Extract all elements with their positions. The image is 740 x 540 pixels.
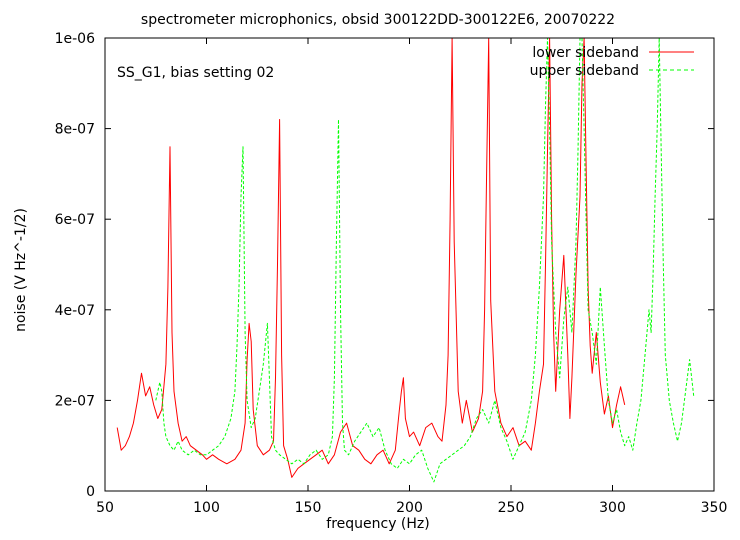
- y-tick-label: 6e-07: [55, 212, 95, 228]
- y-tick-label: 4e-07: [55, 303, 95, 319]
- y-tick-label: 2e-07: [55, 393, 95, 409]
- x-axis: 50 100 150 200 250 300 350: [96, 38, 727, 516]
- x-tick-label: 200: [396, 500, 423, 516]
- x-tick-label: 300: [599, 500, 626, 516]
- x-tick-label: 50: [96, 500, 114, 516]
- x-tick-label: 350: [701, 500, 728, 516]
- series-line-upper-sideband: [155, 37, 695, 483]
- legend-label-upper-sideband: upper sideband: [530, 63, 639, 79]
- plot-annotation: SS_G1, bias setting 02: [117, 65, 274, 81]
- legend-label-lower-sideband: lower sideband: [532, 45, 639, 61]
- y-axis-label: noise (V Hz^-1/2): [13, 208, 29, 332]
- legend: lower sideband upper sideband: [530, 45, 694, 79]
- x-tick-label: 150: [295, 500, 322, 516]
- x-tick-label: 250: [498, 500, 525, 516]
- series-line-lower-sideband: [116, 37, 626, 478]
- x-tick-label: 100: [193, 500, 220, 516]
- y-axis: 0 2e-07 4e-07 6e-07 8e-07 1e-06: [55, 31, 714, 500]
- series-layer: [116, 37, 695, 483]
- x-axis-label: frequency (Hz): [326, 516, 429, 532]
- chart-title: spectrometer microphonics, obsid 300122D…: [141, 12, 615, 28]
- y-tick-label: 0: [86, 484, 95, 500]
- plot-frame: [104, 37, 715, 492]
- y-tick-label: 1e-06: [55, 31, 95, 47]
- y-tick-label: 8e-07: [55, 122, 95, 138]
